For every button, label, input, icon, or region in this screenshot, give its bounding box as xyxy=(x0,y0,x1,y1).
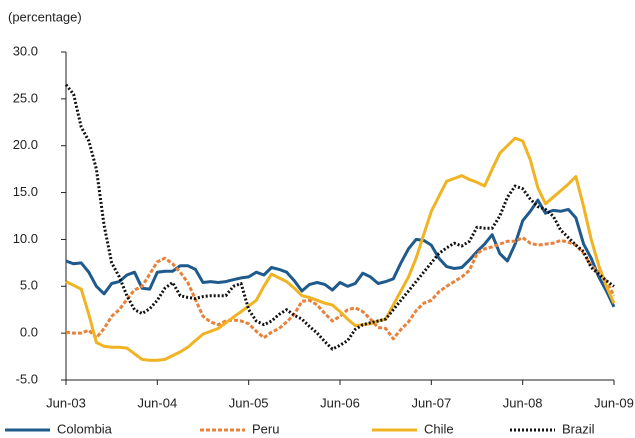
y-tick-label: -5.0 xyxy=(16,371,38,386)
legend-label: Brazil xyxy=(562,421,595,436)
series-line xyxy=(65,198,616,308)
y-tick-label: 5.0 xyxy=(20,278,38,293)
x-tick-label: Jun-04 xyxy=(137,395,177,410)
y-axis-label: (percentage) xyxy=(8,9,82,24)
legend-label: Colombia xyxy=(57,421,113,436)
x-tick-label: Jun-05 xyxy=(229,395,269,410)
legend-label: Peru xyxy=(252,421,279,436)
y-tick-label: 15.0 xyxy=(13,184,38,199)
y-tick-label: 0.0 xyxy=(20,325,38,340)
legend-label: Chile xyxy=(424,421,454,436)
x-tick-label: Jun-08 xyxy=(503,395,543,410)
x-tick-label: Jun-03 xyxy=(46,395,86,410)
y-tick-label: 20.0 xyxy=(13,137,38,152)
y-tick-label: 10.0 xyxy=(13,231,38,246)
series-line xyxy=(64,83,615,351)
y-tick-label: 25.0 xyxy=(13,90,38,105)
y-tick-label: 30.0 xyxy=(13,43,38,58)
series-line xyxy=(65,136,616,362)
x-tick-label: Jun-09 xyxy=(594,395,634,410)
series-line xyxy=(65,236,616,341)
x-tick-label: Jun-06 xyxy=(320,395,360,410)
x-tick-label: Jun-07 xyxy=(411,395,451,410)
